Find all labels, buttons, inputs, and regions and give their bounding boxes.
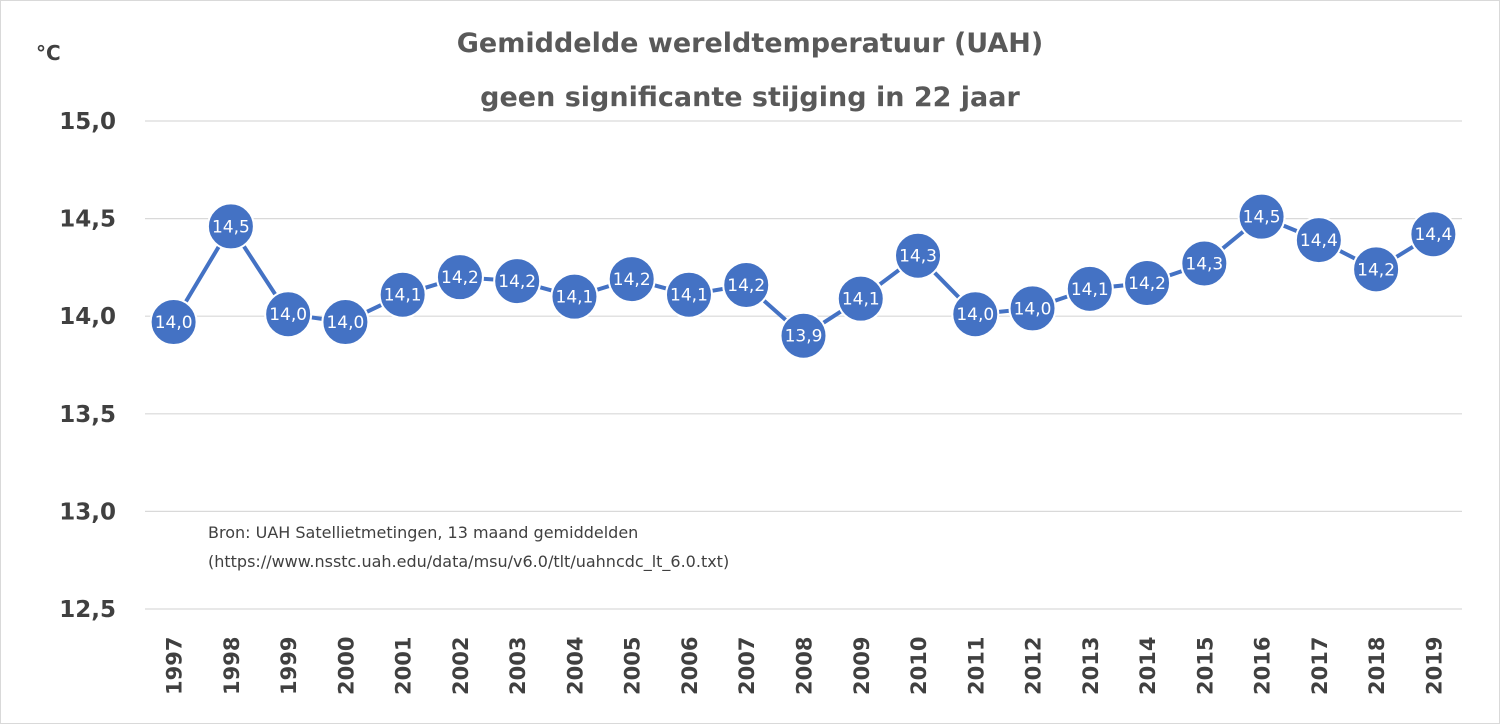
data-point [206,202,255,251]
x-tick-label: 1997 [163,637,187,695]
x-tick-label: 2017 [1308,637,1332,695]
data-point [149,298,198,347]
data-point [1237,192,1286,241]
data-point [378,270,427,319]
data-label: 14,1 [842,290,880,310]
data-point [779,311,828,360]
data-label: 14,1 [384,286,422,306]
data-label: 13,9 [785,327,823,347]
y-tick-label: 12,5 [59,597,116,623]
x-tick-label: 2008 [793,637,817,695]
data-points: 14,0 14,5 14,0 14,0 14,1 14,2 14,2 14,1 14,2 14,1… [149,192,1458,360]
x-tick-label: 2004 [563,637,587,695]
data-point [1123,259,1172,308]
x-tick-label: 2007 [735,637,759,695]
x-tick-label: 2006 [678,637,702,695]
x-tick-label: 2013 [1079,637,1103,695]
data-label: 14,2 [727,276,765,296]
data-point [722,260,771,309]
data-label: 14,0 [269,305,307,325]
data-label: 14,4 [1414,225,1452,245]
x-tick-label: 2005 [621,637,645,695]
data-point [550,272,599,321]
data-label: 14,3 [899,247,937,267]
x-tick-label: 2019 [1422,637,1446,695]
data-point [1352,245,1401,294]
data-point [1294,216,1343,265]
data-label: 14,0 [1014,299,1052,319]
data-label: 14,4 [1300,231,1338,251]
data-label: 14,3 [1185,254,1223,274]
data-label: 14,5 [1243,208,1281,228]
data-point [1409,210,1458,259]
x-axis-ticks: 1997 1998 1999 2000 2001 2002 2003 2004 2005 2006… [163,637,1447,695]
y-tick-label: 14,0 [59,304,116,330]
data-point [1008,284,1057,333]
x-tick-label: 2003 [506,637,530,695]
x-tick-label: 2001 [392,637,416,695]
data-label: 14,2 [1357,260,1395,280]
x-tick-label: 2009 [850,637,874,695]
x-tick-label: 2015 [1193,637,1217,695]
x-tick-label: 1999 [277,637,301,695]
data-label: 14,5 [212,217,250,237]
data-label: 14,2 [441,268,479,288]
x-tick-label: 2002 [449,637,473,695]
data-point [951,290,1000,339]
data-label: 14,0 [956,305,994,325]
data-label: 14,0 [155,313,193,333]
y-axis-ticks: 15,0 14,5 14,0 13,5 13,0 12,5 [59,109,116,623]
y-tick-label: 14,5 [59,207,116,233]
data-label: 14,2 [498,272,536,292]
data-label: 14,1 [670,286,708,306]
x-tick-label: 2010 [907,637,931,695]
y-tick-label: 13,5 [59,402,116,428]
unit-label: °C [36,41,61,65]
data-label: 14,0 [326,313,364,333]
data-point [607,255,656,304]
data-point [493,257,542,306]
data-point [664,270,713,319]
x-tick-label: 2011 [964,637,988,695]
data-point [264,290,313,339]
data-point [435,253,484,302]
x-tick-label: 2014 [1136,637,1160,695]
chart-subtitle: geen significante stijging in 22 jaar [480,82,1020,113]
x-tick-label: 2018 [1365,637,1389,695]
data-point [894,231,943,280]
x-tick-label: 2016 [1251,637,1275,695]
y-tick-label: 13,0 [59,499,116,525]
data-label: 14,2 [1128,274,1166,294]
data-label: 14,2 [613,270,651,290]
source-url: (https://www.nsstc.uah.edu/data/msu/v6.0… [208,552,729,572]
x-tick-label: 1998 [220,637,244,695]
y-tick-label: 15,0 [59,109,116,135]
x-tick-label: 2012 [1022,637,1046,695]
source-note: Bron: UAH Satellietmetingen, 13 maand ge… [208,523,638,542]
data-point [321,298,370,347]
data-label: 14,1 [556,288,594,308]
data-point [1180,239,1229,288]
data-point [1065,264,1114,313]
data-label: 14,1 [1071,280,1109,300]
chart-title: Gemiddelde wereldtemperatuur (UAH) [457,28,1043,59]
x-tick-label: 2000 [334,637,358,695]
data-point [836,274,885,323]
